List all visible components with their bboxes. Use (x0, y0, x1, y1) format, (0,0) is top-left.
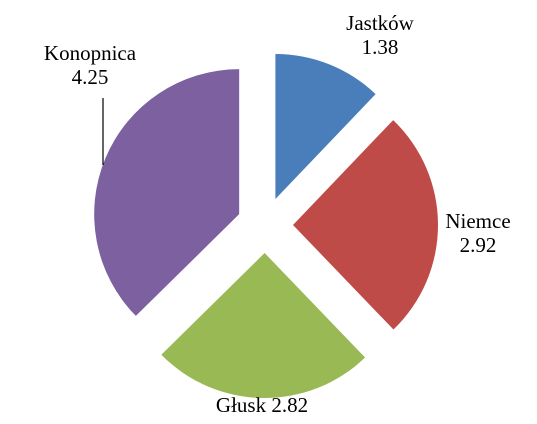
pie-slice (161, 252, 366, 398)
label-value: 2.82 (271, 393, 308, 417)
label-name: Konopnica (44, 41, 137, 65)
slice-label: Jastków 1.38 (346, 11, 415, 59)
label-value: 2.92 (460, 233, 497, 257)
label-name: Głusk (216, 393, 267, 417)
label-value: 1.38 (362, 35, 399, 59)
label-name: Niemce (445, 209, 510, 233)
label-value: 4.25 (72, 65, 109, 89)
slice-label: Głusk 2.82 (216, 393, 308, 417)
pie-slice (292, 120, 438, 330)
pie-slice (275, 54, 376, 200)
pie-slice (94, 69, 240, 316)
slice-label: Niemce 2.92 (445, 209, 510, 257)
label-name: Jastków (346, 11, 415, 35)
slice-label: Konopnica 4.25 (44, 41, 137, 89)
